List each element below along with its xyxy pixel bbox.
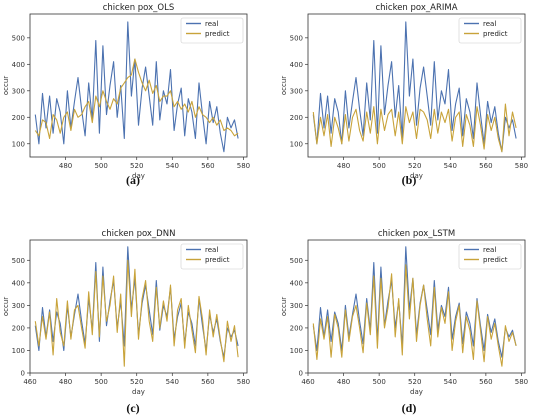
x-tick-label: 540 xyxy=(444,378,457,386)
chart-title: chicken pox_DNN xyxy=(102,229,176,239)
chart-title: chicken pox_ARIMA xyxy=(375,3,457,13)
y-axis-label: occur xyxy=(280,76,288,95)
y-tick-label: 400 xyxy=(290,279,303,287)
x-tick-label: 460 xyxy=(23,378,36,386)
plot-frame xyxy=(307,13,526,158)
x-tick-label: 540 xyxy=(166,162,179,170)
x-tick-label: 520 xyxy=(130,378,143,386)
y-tick-label: 200 xyxy=(12,114,25,122)
y-tick-label: 500 xyxy=(290,257,303,265)
y-tick-label: 500 xyxy=(12,257,25,265)
legend-box xyxy=(180,243,244,270)
x-tick-label: 540 xyxy=(166,378,179,386)
x-tick-label: 560 xyxy=(201,378,214,386)
x-axis-label: day xyxy=(132,172,145,180)
x-tick-label: 580 xyxy=(515,162,528,170)
y-axis-label: occur xyxy=(2,297,10,316)
y-tick-label: 0 xyxy=(299,370,303,378)
plot-frame xyxy=(29,239,248,374)
y-tick-label: 200 xyxy=(290,114,303,122)
y-tick-label: 400 xyxy=(12,279,25,287)
x-tick-label: 580 xyxy=(515,378,528,386)
y-tick-label: 100 xyxy=(290,347,303,355)
x-tick-label: 480 xyxy=(337,378,350,386)
x-tick-label: 560 xyxy=(479,378,492,386)
chart-title: chicken pox_LSTM xyxy=(378,229,455,239)
x-tick-label: 460 xyxy=(301,378,314,386)
y-tick-label: 400 xyxy=(12,61,25,69)
chart-4: chicken pox_LSTM 460 480 500 520 540 560 580 0 10… xyxy=(280,229,528,396)
caption-a: (a) xyxy=(126,173,140,187)
y-tick-label: 300 xyxy=(290,302,303,310)
y-tick-label: 400 xyxy=(290,61,303,69)
y-tick-label: 200 xyxy=(12,324,25,332)
legend-label-predict: predict xyxy=(205,256,230,264)
legend-box xyxy=(458,243,522,270)
x-tick-label: 580 xyxy=(237,378,250,386)
chart-2: chicken pox_ARIMA 480 500 520 540 560 580 100 20… xyxy=(280,3,528,180)
x-tick-label: 540 xyxy=(444,162,457,170)
y-axis-label: occur xyxy=(2,76,10,95)
legend-label-predict: predict xyxy=(483,30,508,38)
x-tick-label: 560 xyxy=(479,162,492,170)
x-axis-label: day xyxy=(410,388,423,396)
y-tick-label: 0 xyxy=(21,370,25,378)
caption-d: (d) xyxy=(402,401,417,415)
y-tick-label: 300 xyxy=(12,302,25,310)
legend-label-predict: predict xyxy=(483,256,508,264)
plot-frame xyxy=(307,239,526,374)
y-tick-label: 200 xyxy=(290,324,303,332)
series-line-predict xyxy=(312,103,517,153)
series-line-predict xyxy=(34,259,239,367)
series-line-real xyxy=(34,21,239,153)
y-tick-label: 500 xyxy=(290,34,303,42)
y-tick-label: 300 xyxy=(12,87,25,95)
chart-3: chicken pox_DNN 460 480 500 520 540 560 580 0 100… xyxy=(2,229,250,396)
x-tick-label: 520 xyxy=(408,162,421,170)
y-axis-label: occur xyxy=(280,297,288,316)
x-tick-label: 480 xyxy=(337,162,350,170)
legend-box xyxy=(458,17,522,44)
x-tick-label: 500 xyxy=(94,162,107,170)
y-tick-label: 100 xyxy=(12,347,25,355)
legend-label-real: real xyxy=(205,246,218,254)
x-axis-label: day xyxy=(132,388,145,396)
x-tick-label: 480 xyxy=(59,162,72,170)
y-tick-label: 100 xyxy=(290,140,303,148)
series-line-real xyxy=(312,21,517,153)
x-axis-label: day xyxy=(410,172,423,180)
chart-title: chicken pox_OLS xyxy=(103,3,174,13)
x-tick-label: 520 xyxy=(130,162,143,170)
x-tick-label: 560 xyxy=(201,162,214,170)
chart-1: chicken pox_OLS 480 500 520 540 560 580 100 200 3… xyxy=(2,3,250,180)
legend-label-real: real xyxy=(205,20,218,28)
x-tick-label: 520 xyxy=(408,378,421,386)
x-tick-label: 500 xyxy=(372,378,385,386)
plot-frame xyxy=(29,13,248,158)
x-tick-label: 580 xyxy=(237,162,250,170)
y-tick-label: 100 xyxy=(12,140,25,148)
legend-label-real: real xyxy=(483,246,496,254)
x-tick-label: 480 xyxy=(59,378,72,386)
caption-c: (c) xyxy=(126,401,139,415)
y-tick-label: 500 xyxy=(12,34,25,42)
caption-b: (b) xyxy=(402,173,417,187)
x-tick-label: 500 xyxy=(372,162,385,170)
y-tick-label: 300 xyxy=(290,87,303,95)
series-line-predict xyxy=(34,58,239,140)
series-line-predict xyxy=(312,264,517,367)
x-tick-label: 500 xyxy=(94,378,107,386)
legend-label-predict: predict xyxy=(205,30,230,38)
legend-label-real: real xyxy=(483,20,496,28)
legend-box xyxy=(180,17,244,44)
